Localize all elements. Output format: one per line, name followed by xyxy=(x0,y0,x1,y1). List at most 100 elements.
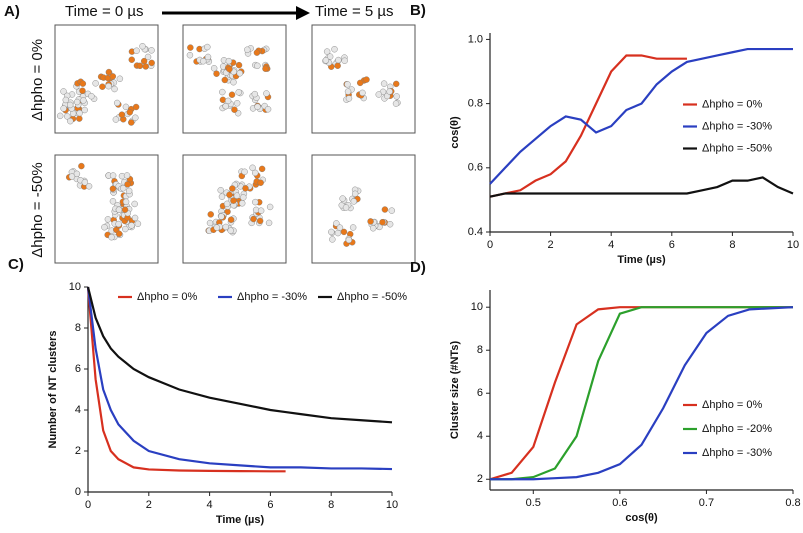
bead xyxy=(73,98,81,106)
series-line xyxy=(489,47,793,185)
series-line xyxy=(490,306,794,481)
x-axis-label: Time (µs) xyxy=(216,514,265,526)
bead xyxy=(257,207,265,214)
bead xyxy=(252,198,259,206)
bead xyxy=(367,218,374,225)
bead xyxy=(251,90,259,98)
bead xyxy=(388,207,395,214)
bead xyxy=(121,206,129,213)
bead xyxy=(356,79,364,87)
bead xyxy=(109,73,117,80)
bead xyxy=(200,58,207,65)
bead xyxy=(258,165,266,173)
x-axis-label: Time (µs) xyxy=(617,254,666,266)
bead xyxy=(115,220,122,228)
bead xyxy=(386,88,393,95)
y-axis-label: Number of NT clusters xyxy=(47,331,59,449)
bead xyxy=(148,59,155,67)
bead xyxy=(66,101,74,109)
bead xyxy=(328,228,335,236)
row-label: Δhpho = -50% xyxy=(29,162,46,258)
bead xyxy=(340,228,348,236)
bead xyxy=(119,185,127,192)
bead xyxy=(256,217,264,225)
bead xyxy=(213,70,220,77)
x-tick-label: 0 xyxy=(85,499,91,511)
bead xyxy=(344,81,351,88)
bead xyxy=(126,109,134,116)
bead xyxy=(213,224,220,231)
x-tick-label: 10 xyxy=(386,499,398,511)
panel-label: D) xyxy=(410,259,426,276)
bead xyxy=(359,89,366,97)
y-tick-label: 0.4 xyxy=(468,226,483,238)
bead xyxy=(254,103,261,110)
bead xyxy=(60,105,67,112)
bead xyxy=(136,62,144,70)
bead xyxy=(128,119,135,126)
bead xyxy=(217,187,224,194)
y-tick-label: 0 xyxy=(75,486,81,498)
bead xyxy=(76,109,83,117)
bead xyxy=(264,106,272,113)
bead xyxy=(231,106,238,113)
bead xyxy=(128,222,135,229)
bead xyxy=(62,96,69,104)
bead xyxy=(68,173,76,180)
bead xyxy=(206,219,214,227)
bead xyxy=(344,88,352,95)
series-line xyxy=(489,54,687,198)
bead xyxy=(345,236,353,244)
y-tick-label: 1.0 xyxy=(468,33,483,45)
bead xyxy=(266,203,274,211)
series-line xyxy=(86,286,393,471)
bead xyxy=(241,168,248,176)
bead xyxy=(81,179,89,186)
x-tick-label: 0.5 xyxy=(526,497,541,509)
bead xyxy=(115,206,123,213)
legend-label: Δhpho = -30% xyxy=(237,291,307,303)
bead xyxy=(76,115,83,122)
bead xyxy=(210,65,218,72)
snapshot-box xyxy=(311,154,416,264)
bead xyxy=(115,230,123,237)
bead xyxy=(329,236,336,243)
y-axis-label: Cluster size (#NTs) xyxy=(449,341,461,440)
bead xyxy=(240,194,247,201)
bead xyxy=(132,103,140,111)
panel-label: A) xyxy=(4,3,20,20)
bead xyxy=(67,117,74,125)
bead xyxy=(139,43,146,50)
bead xyxy=(109,198,117,205)
y-tick-label: 8 xyxy=(477,344,483,356)
snapshot-box xyxy=(182,24,287,134)
y-tick-label: 4 xyxy=(75,404,81,416)
y-tick-label: 6 xyxy=(477,387,483,399)
bead xyxy=(186,51,194,59)
bead xyxy=(381,206,389,213)
bead xyxy=(262,65,269,72)
bead xyxy=(336,224,344,231)
bead xyxy=(342,204,350,211)
x-tick-label: 4 xyxy=(608,239,614,251)
bead xyxy=(221,76,229,84)
bead xyxy=(187,44,194,51)
legend-label: Δhpho = -50% xyxy=(337,291,407,303)
bead xyxy=(78,162,85,170)
bead xyxy=(263,90,270,97)
bead xyxy=(393,93,400,100)
bead xyxy=(242,185,249,192)
bead xyxy=(131,214,139,222)
bead xyxy=(335,56,342,64)
bead xyxy=(219,96,227,104)
y-tick-label: 8 xyxy=(75,322,81,334)
bead xyxy=(128,56,135,63)
bead xyxy=(375,91,382,98)
bead xyxy=(254,62,261,69)
bead xyxy=(112,116,120,123)
row-label: Δhpho = 0% xyxy=(29,39,46,121)
bead xyxy=(79,87,86,95)
bead xyxy=(104,216,112,223)
y-axis-label: cos(θ) xyxy=(449,116,461,149)
